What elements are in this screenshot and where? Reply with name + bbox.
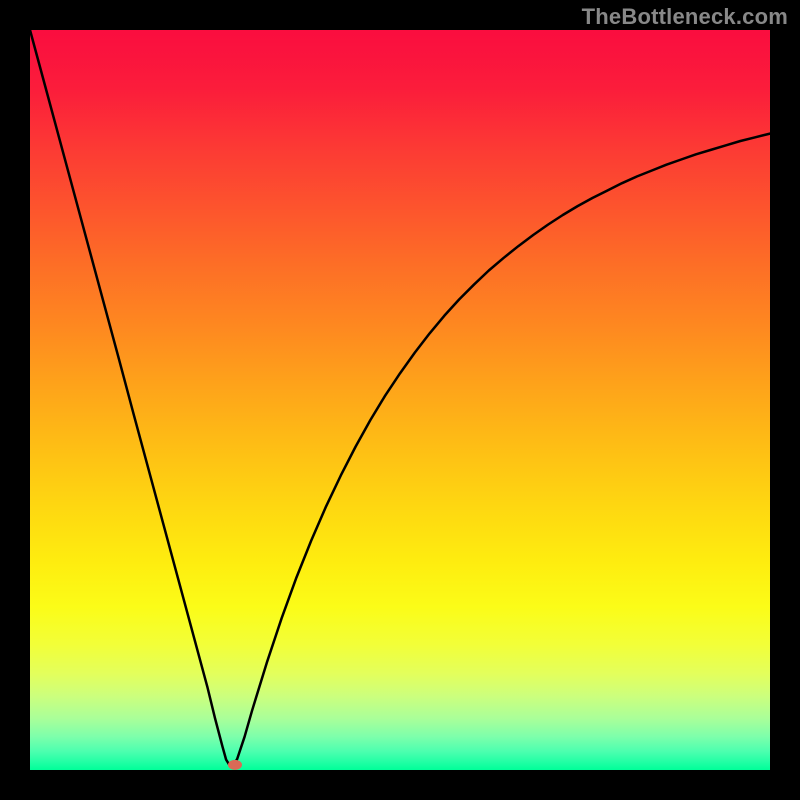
chart-svg	[0, 0, 800, 800]
watermark-text: TheBottleneck.com	[582, 4, 788, 30]
bottleneck-chart	[0, 0, 800, 800]
chart-background	[30, 30, 770, 770]
optimal-point-marker	[228, 760, 242, 770]
